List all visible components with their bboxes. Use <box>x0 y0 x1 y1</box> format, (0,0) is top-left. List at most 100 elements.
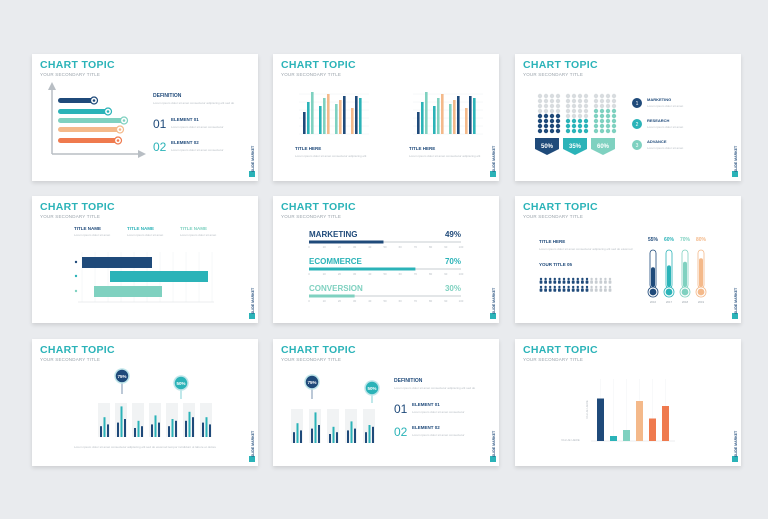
svg-text:60%: 60% <box>597 144 610 150</box>
dot <box>577 103 583 109</box>
dot <box>583 118 589 124</box>
person-icon <box>539 285 543 292</box>
slide-1[interactable]: CHART TOPIC YOUR SECONDARY TITLE DEFINIT… <box>32 54 258 181</box>
brand-mark: SLIDE MARKET <box>732 146 739 177</box>
slide-9[interactable]: CHART TOPIC YOUR SECONDARY TITLE VALUE H… <box>515 339 741 466</box>
person-icon <box>604 285 607 292</box>
person-icon <box>608 277 612 284</box>
bar-row-3 <box>58 116 129 125</box>
slide-title: CHART TOPIC <box>523 201 598 213</box>
slide-4[interactable]: CHART TOPIC YOUR SECONDARY TITLE TITLE N… <box>32 196 258 323</box>
bar <box>300 430 302 443</box>
slide-2[interactable]: CHART TOPIC YOUR SECONDARY TITLE TITLE H… <box>273 54 499 181</box>
slide-subtitle: YOUR SECONDARY TITLE <box>40 72 101 77</box>
svg-text:ADVANCE: ADVANCE <box>647 139 667 144</box>
bar-chart-left <box>299 92 369 135</box>
bar <box>323 98 326 134</box>
dot <box>565 123 571 129</box>
dot <box>605 123 611 129</box>
bar <box>100 426 102 437</box>
bar <box>473 98 476 134</box>
tick-label: 40 <box>368 299 372 303</box>
person-icon <box>562 277 566 284</box>
slide-title: CHART TOPIC <box>40 201 115 213</box>
person-icon <box>548 277 552 284</box>
progress-bars: MARKETING 49% ECOMMERCE 70% CONVERSION 3… <box>308 230 464 303</box>
bar <box>209 424 211 437</box>
bar-1 <box>597 398 604 441</box>
svg-text:MARKETING: MARKETING <box>647 97 671 102</box>
person-icon <box>553 285 557 292</box>
slide-5[interactable]: CHART TOPIC YOUR SECONDARY TITLE MARKETI… <box>273 196 499 323</box>
dot <box>565 98 571 104</box>
tick-label: 20 <box>338 245 342 249</box>
person-icon <box>599 277 603 284</box>
bar-row-2 <box>58 107 113 116</box>
bar <box>107 424 109 437</box>
svg-text:Lorem ipsum dolor sit amet: Lorem ipsum dolor sit amet <box>647 146 683 150</box>
slide-3[interactable]: CHART TOPIC YOUR SECONDARY TITLE 50% 35%… <box>515 54 741 181</box>
slide-title: CHART TOPIC <box>40 59 115 71</box>
dot <box>577 118 583 124</box>
dot <box>593 103 599 109</box>
dot <box>571 93 577 99</box>
tick-label: 0 <box>308 272 310 276</box>
column-title-2: TITLE NAME <box>127 226 154 231</box>
badge-1: 75% <box>114 368 130 394</box>
tick-label: 30 <box>353 272 357 276</box>
slide-8[interactable]: CHART TOPIC YOUR SECONDARY TITLE 75% 50%… <box>273 339 499 466</box>
dot <box>549 98 555 104</box>
dot <box>555 93 561 99</box>
dot-matrix-chart: 50% 35% 60% 1 MARKETING Lorem ipsum dolor … <box>535 93 683 155</box>
slide-6[interactable]: CHART TOPIC YOUR SECONDARY TITLE TITLE H… <box>515 196 741 323</box>
bar <box>311 428 313 443</box>
tick-label: 70 <box>414 272 418 276</box>
dot <box>571 128 577 134</box>
thermometer-label: 2016 <box>650 300 657 304</box>
bar <box>311 92 314 134</box>
dot <box>549 103 555 109</box>
bar-5 <box>649 418 656 441</box>
svg-text:Lorem ipsum dolor sit amet: Lorem ipsum dolor sit amet <box>647 125 683 129</box>
thermometer-label: 2019 <box>698 300 705 304</box>
dot <box>571 123 577 129</box>
dot <box>555 98 561 104</box>
dot <box>537 103 543 109</box>
progress-fill-3 <box>309 294 355 298</box>
dot <box>571 108 577 114</box>
dot <box>549 123 555 129</box>
bar <box>175 420 177 437</box>
dot <box>537 93 543 99</box>
dot <box>583 108 589 114</box>
svg-text:2: 2 <box>636 122 639 128</box>
brand-mark: SLIDE MARKET <box>490 431 497 462</box>
bar-groups <box>291 409 375 443</box>
thermometer-percent: 80% <box>696 237 707 243</box>
dot <box>565 113 571 119</box>
person-icon <box>576 277 580 284</box>
x-axis-label: VALUE HERE <box>561 438 580 442</box>
tick-label: 60 <box>399 245 403 249</box>
slide-subtitle: YOUR SECONDARY TITLE <box>523 214 584 219</box>
gantt-bar-1 <box>82 257 152 268</box>
y-axis-label: VALUE HERE <box>585 400 589 419</box>
bar <box>368 425 371 443</box>
slide-subtitle: YOUR SECONDARY TITLE <box>281 357 342 362</box>
dot <box>571 113 577 119</box>
bar <box>117 422 119 437</box>
person-icon <box>562 285 566 292</box>
bar <box>151 424 153 437</box>
dot <box>577 123 583 129</box>
dot <box>605 93 611 99</box>
element-num-1: 01 <box>394 402 408 416</box>
tick-label: 0 <box>308 299 310 303</box>
bar <box>437 98 440 134</box>
bar <box>124 419 126 437</box>
footer-desc: Lorem ipsum dolor sit amet consectetur a… <box>74 445 216 449</box>
person-icon <box>571 285 575 292</box>
dot <box>543 108 549 114</box>
slide-7[interactable]: CHART TOPIC YOUR SECONDARY TITLE 75% 50%… <box>32 339 258 466</box>
slide-subtitle: YOUR SECONDARY TITLE <box>523 72 584 77</box>
person-icon <box>571 277 575 284</box>
bar <box>303 112 306 134</box>
